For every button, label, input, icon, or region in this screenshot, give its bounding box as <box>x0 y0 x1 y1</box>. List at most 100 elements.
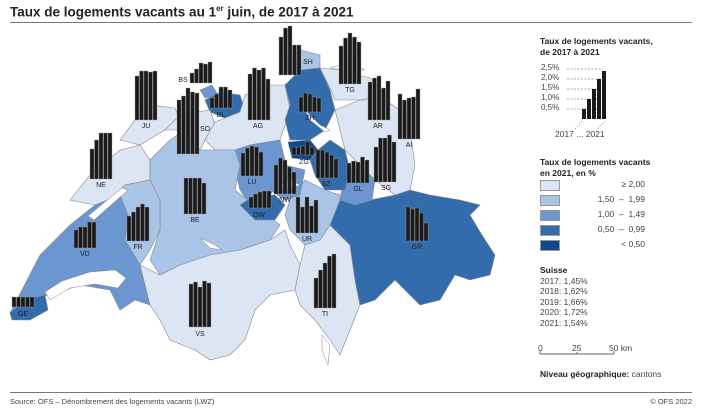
bar-fr-2021 <box>144 206 150 242</box>
legend-swatch <box>540 210 560 221</box>
bar-ti-2017 <box>313 277 319 309</box>
title-text: Taux de logements vacants au 1 <box>10 4 217 20</box>
bar-gl-2017 <box>346 162 352 184</box>
bar-zg-2018 <box>296 146 301 156</box>
canton-label: GR <box>412 244 423 251</box>
bar-sh-2018 <box>283 27 288 76</box>
source-note: Source: OFS – Dénombrement des logements… <box>10 397 215 406</box>
bar-gr-2021 <box>423 222 429 242</box>
bar-gl-2020 <box>360 156 365 184</box>
canton-label: JU <box>142 123 151 130</box>
bar-ju-2021 <box>152 70 158 121</box>
canton-label: SO <box>200 126 211 133</box>
bar-ow-2020 <box>262 190 267 209</box>
bar-lu-2017 <box>240 152 246 177</box>
lake-zurich <box>304 109 331 133</box>
scale-bar <box>539 351 615 355</box>
bar-vs-2021 <box>206 282 212 328</box>
bar-group-ag <box>247 67 271 121</box>
bar-ur-2021 <box>313 199 319 234</box>
legend-example-bar <box>597 79 601 119</box>
bar-bl-2020 <box>223 86 228 109</box>
bar-sz-2017 <box>315 149 321 179</box>
canton-label: VS <box>195 331 205 338</box>
bar-sg-2019 <box>382 137 388 183</box>
bar-so-2018 <box>181 95 186 155</box>
bar-nw-2018 <box>278 157 283 195</box>
bar-ow-2018 <box>253 193 258 209</box>
canton-label: FR <box>133 244 142 251</box>
bar-ai-2017 <box>397 93 403 140</box>
bar-nw-2021 <box>291 171 297 195</box>
bar-sg-2021 <box>391 141 397 183</box>
bar-gr-2017 <box>405 206 411 242</box>
bar-vs-2019 <box>197 286 203 328</box>
canton-label: OW <box>253 212 265 219</box>
legend-example-bar <box>602 71 606 119</box>
bar-nw-2020 <box>287 166 292 195</box>
bar-ti-2020 <box>327 255 332 309</box>
legend-tick-label: 1,5% <box>541 83 560 92</box>
bar-ow-2017 <box>248 196 254 209</box>
bar-be-2018 <box>188 177 193 215</box>
canton-label: VD <box>80 251 90 258</box>
bar-so-2017 <box>176 99 182 155</box>
bar-zg-2019 <box>300 145 306 156</box>
bar-ju-2019 <box>143 70 149 121</box>
legend-leader <box>596 120 606 130</box>
geographic-level-value: cantons <box>629 369 662 379</box>
bar-ne-2021 <box>107 132 113 180</box>
bar-ge-2019 <box>20 296 26 308</box>
bar-gr-2020 <box>419 212 424 242</box>
bar-sg-2018 <box>378 137 383 183</box>
bar-sh-2019 <box>287 25 293 76</box>
bar-ag-2017 <box>247 73 253 121</box>
bar-ur-2020 <box>309 205 314 234</box>
legend-class-label: ≥ 2,00 <box>621 179 645 189</box>
canton-label: AR <box>373 123 383 130</box>
scale-label: 25 <box>572 343 582 353</box>
bar-group-be <box>183 177 207 215</box>
bar-gr-2019 <box>414 207 420 242</box>
legend-bars-title-line: de 2017 à 2021 <box>540 47 600 57</box>
bar-zh-2017 <box>298 96 304 113</box>
bar-group-sh <box>278 25 302 76</box>
bar-nw-2017 <box>273 164 279 195</box>
canton-label: LU <box>248 179 257 186</box>
bar-group-gl <box>346 156 370 184</box>
bar-bs-2020 <box>203 63 208 84</box>
bar-vd-2017 <box>73 229 79 249</box>
suisse-line: 2019: 1,66% <box>540 296 588 307</box>
bar-bs-2018 <box>194 68 199 84</box>
canton-label: ZG <box>299 159 309 166</box>
bar-ag-2020 <box>261 67 266 121</box>
bar-bs-2017 <box>189 72 195 84</box>
title-superscript: er <box>216 4 224 13</box>
bar-ur-2019 <box>304 196 310 234</box>
bar-gl-2018 <box>351 160 356 184</box>
bar-ar-2019 <box>376 75 382 121</box>
bar-group-zg <box>291 141 315 156</box>
bar-group-fr <box>126 203 150 242</box>
bar-ne-2019 <box>98 132 104 180</box>
legend-example-bar <box>592 89 596 119</box>
bar-sz-2018 <box>320 149 325 179</box>
bar-gl-2021 <box>364 159 370 184</box>
bar-vs-2017 <box>188 283 194 328</box>
bar-zg-2017 <box>291 146 297 156</box>
bar-so-2021 <box>194 92 200 155</box>
lake-maggiore <box>321 334 331 366</box>
legend-swatch <box>540 225 560 236</box>
bar-ar-2021 <box>385 80 391 121</box>
bar-ge-2021 <box>29 296 35 308</box>
canton-label: NE <box>96 182 106 189</box>
footer-divider <box>10 392 692 393</box>
canton-label: NW <box>279 197 291 204</box>
bar-ow-2019 <box>257 191 263 209</box>
bar-group-ar <box>367 75 391 121</box>
bar-ag-2018 <box>252 67 257 121</box>
bar-bl-2017 <box>209 97 215 109</box>
scale-label: 0 <box>538 343 543 353</box>
lake-thun <box>199 237 223 251</box>
